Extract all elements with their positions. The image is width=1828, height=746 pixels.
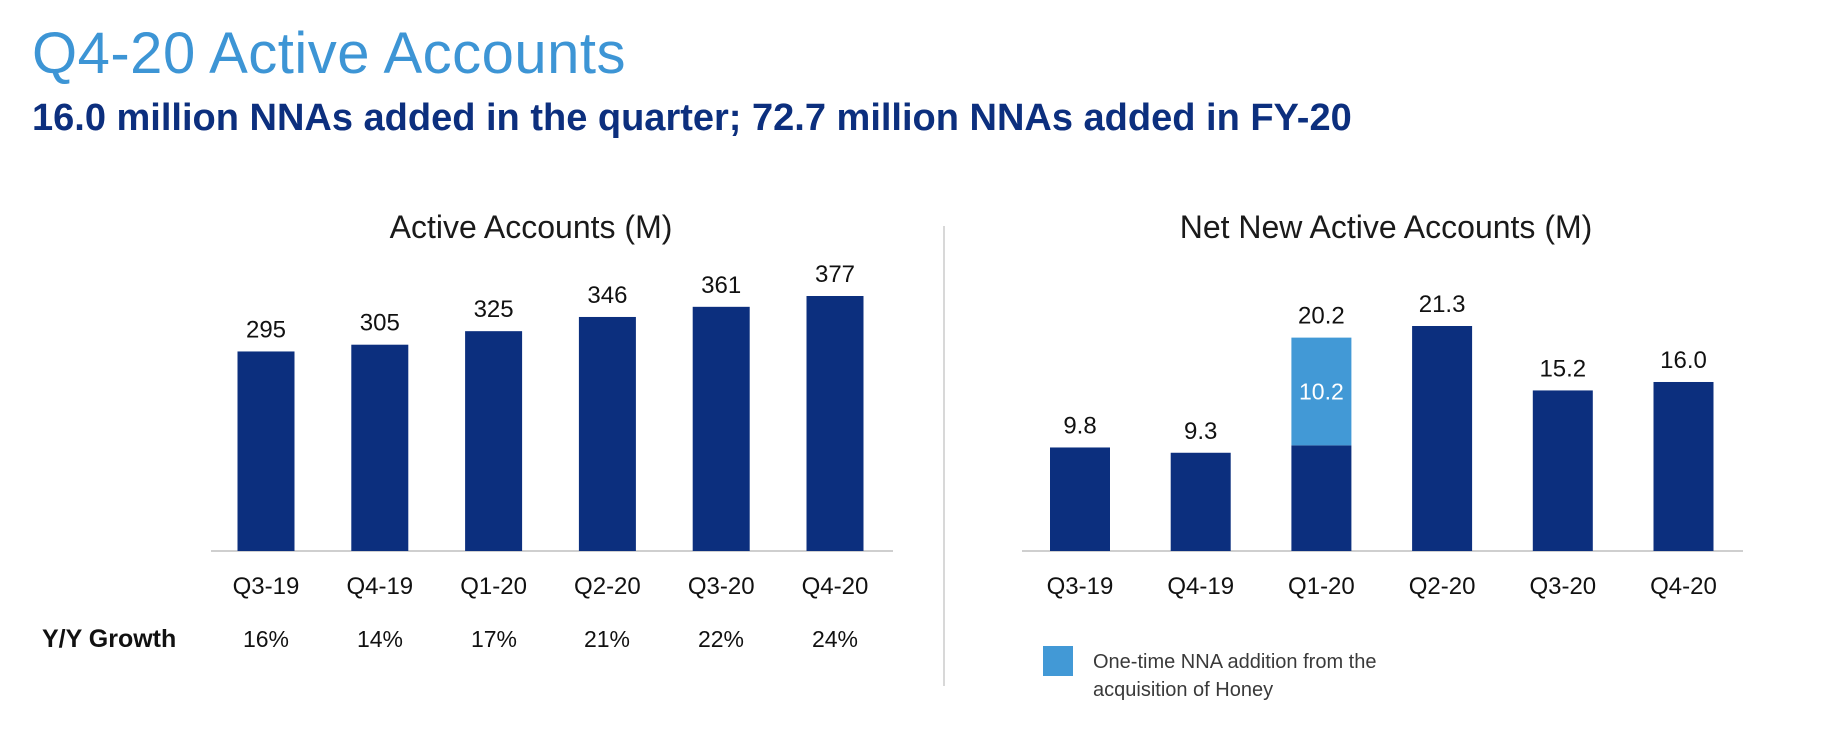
nna-bar-total: 16.0 [1660,347,1707,374]
active-accounts-bar-value: 361 [701,272,741,299]
nna-x-tick: Q4-20 [1650,573,1717,600]
nna-bar [1412,326,1473,551]
nna-bar-total: 9.8 [1063,412,1096,439]
yy-growth-value: 17% [470,626,518,652]
active-accounts-chart-title: Active Accounts (M) [390,209,673,245]
chart-divider [943,226,945,686]
legend-label-honey: One-time NNA addition from the acquisiti… [1093,651,1377,701]
active-accounts-x-tick: Q4-20 [802,573,869,600]
nna-bar-total: 15.2 [1539,355,1586,382]
nna-x-tick: Q4-19 [1167,573,1234,600]
nna-bar [1532,390,1593,551]
active-accounts-bar-value: 295 [246,316,286,343]
active-accounts-bar-value: 325 [474,296,514,323]
nna-bar [1170,452,1231,551]
page-title: Q4-20 Active Accounts [32,21,627,86]
page-subtitle: 16.0 million NNAs added in the quarter; … [32,97,1352,139]
nna-x-tick: Q1-20 [1288,573,1355,600]
yy-growth-label: Y/Y Growth [42,625,177,653]
yy-growth-value: 22% [697,626,745,652]
active-accounts-bar [806,296,864,551]
legend-swatch-honey [1043,646,1073,676]
nna-x-tick: Q3-19 [1047,573,1114,600]
active-accounts-bar [237,351,295,551]
nna-bar [1291,445,1352,551]
nna-x-tick: Q3-20 [1529,573,1596,600]
active-accounts-x-tick: Q1-20 [460,573,527,600]
active-accounts-x-tick: Q4-19 [346,573,413,600]
active-accounts-bar [578,316,636,551]
nna-bar [1653,381,1714,551]
active-accounts-bar [351,344,409,551]
yy-growth-value: 24% [811,626,859,652]
yy-growth-value: 14% [356,626,404,652]
active-accounts-bar-value: 305 [360,310,400,337]
active-accounts-x-tick: Q3-19 [233,573,300,600]
active-accounts-x-tick: Q3-20 [688,573,755,600]
active-accounts-bar-value: 377 [815,261,855,288]
nna-bar-honey [1291,337,1352,446]
active-accounts-bar-value: 346 [587,282,627,309]
nna-bar-total: 9.3 [1184,418,1217,445]
nna-chart-title: Net New Active Accounts (M) [1180,209,1593,245]
nna-honey-value: 10.2 [1299,378,1344,404]
nna-bar [1050,447,1110,551]
nna-bar-total: 20.2 [1298,303,1345,330]
nna-x-tick: Q2-20 [1409,573,1476,600]
active-accounts-bar [465,331,523,551]
active-accounts-bar [692,306,750,551]
yy-growth-value: 16% [242,626,290,652]
nna-bar-total: 21.3 [1419,291,1466,318]
yy-growth-value: 21% [583,626,631,652]
active-accounts-x-tick: Q2-20 [574,573,641,600]
